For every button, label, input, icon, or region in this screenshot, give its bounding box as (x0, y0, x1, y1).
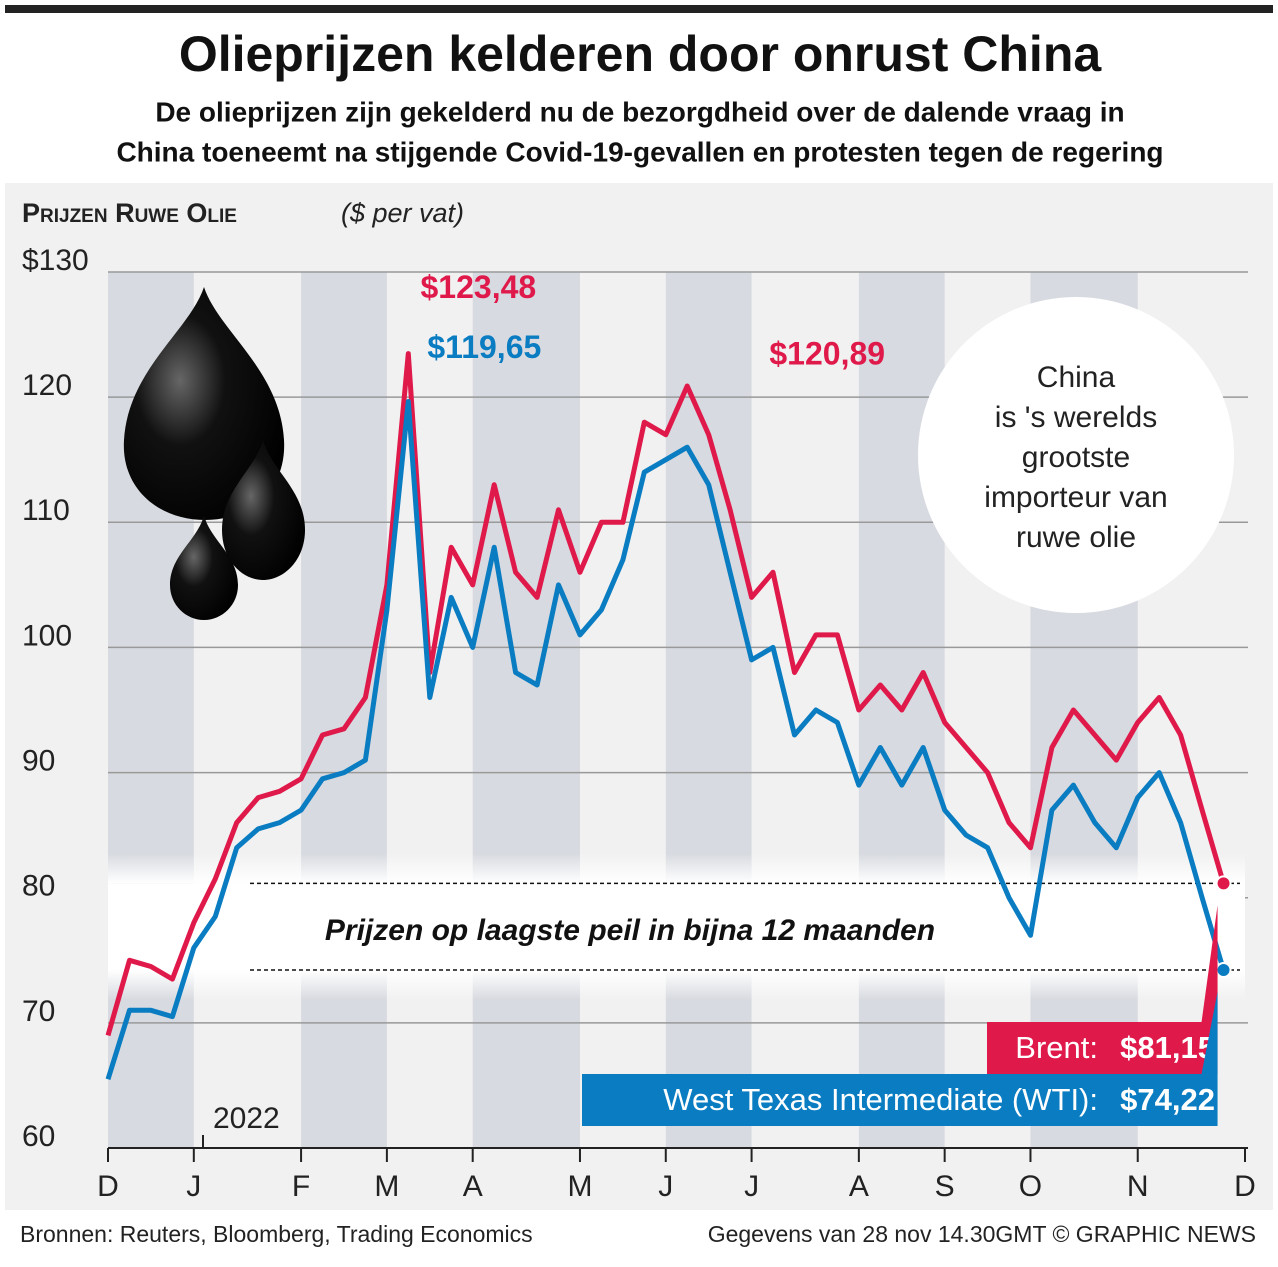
y-tick-label: 120 (22, 369, 72, 402)
x-tick-label: O (1019, 1170, 1042, 1203)
y-axis-unit: ($ per vat) (341, 198, 464, 228)
subtitle: De olieprijzen zijn gekelderd nu de bezo… (155, 96, 1124, 127)
x-tick-label: S (935, 1170, 955, 1203)
legend-pointer (1201, 992, 1218, 1074)
y-tick-label: 80 (22, 870, 55, 903)
bubble-text: ruwe olie (1016, 521, 1136, 554)
chart-title: Olieprijzen kelderen door onrust China (179, 26, 1103, 82)
top-rule (5, 5, 1273, 13)
legend-name: West Texas Intermediate (WTI): (663, 1082, 1098, 1117)
peak-label: $123,48 (421, 269, 537, 305)
legend-name: Brent: (1015, 1030, 1098, 1065)
peak-label: $119,65 (427, 329, 541, 365)
line (105, 399, 1226, 1080)
bubble-text: grootste (1022, 441, 1130, 474)
year-label: 2022 (213, 1102, 280, 1135)
x-tick-label: A (463, 1170, 483, 1203)
band-note: Prijzen op laagste peil in bijna 12 maan… (325, 914, 935, 947)
x-tick-label: F (292, 1170, 310, 1203)
peak-label: $120,89 (769, 335, 885, 371)
x-tick-label: M (374, 1170, 399, 1203)
bubble-text: is 's werelds (995, 401, 1157, 434)
month-stripe (665, 272, 752, 1148)
legend-value: $81,15 (1120, 1030, 1215, 1065)
end-point (1215, 875, 1232, 892)
x-tick-label: J (658, 1170, 673, 1203)
credit: Gegevens van 28 nov 14.30GMT © GRAPHIC N… (708, 1221, 1256, 1247)
subtitle: China toeneemt na stijgende Covid-19-gev… (116, 136, 1163, 167)
y-tick-label: 110 (22, 494, 70, 527)
y-tick-label: 90 (22, 744, 55, 777)
source: Bronnen: Reuters, Bloomberg, Trading Eco… (20, 1221, 533, 1247)
x-tick-label: N (1127, 1170, 1149, 1203)
end-point (1215, 962, 1232, 979)
month-stripe (472, 272, 580, 1148)
bubble-text: importeur van (984, 481, 1167, 514)
band-fade (108, 970, 1245, 1001)
legend-pointer (1201, 905, 1218, 1022)
oil-drops (123, 287, 305, 620)
x-tick-label: D (1234, 1170, 1256, 1203)
line (105, 351, 1226, 1037)
band-fade (108, 853, 1245, 884)
y-tick-label: 70 (22, 995, 55, 1028)
y-tick-label: $130 (22, 244, 89, 277)
y-tick-label: 100 (22, 619, 72, 652)
band (108, 883, 1245, 971)
y-axis-title: Prijzen Ruwe Olie (22, 198, 237, 228)
x-tick-label: J (186, 1170, 201, 1203)
legend-box (987, 1022, 1218, 1074)
x-tick-label: J (744, 1170, 759, 1203)
bubble (918, 297, 1234, 613)
x-tick-label: A (849, 1170, 869, 1203)
bubble-text: China (1037, 361, 1116, 394)
y-tick-label: 60 (22, 1120, 55, 1153)
x-tick-label: D (97, 1170, 119, 1203)
legend-value: $74,22 (1120, 1082, 1215, 1117)
x-tick-label: M (567, 1170, 592, 1203)
legend-box (582, 1074, 1218, 1126)
